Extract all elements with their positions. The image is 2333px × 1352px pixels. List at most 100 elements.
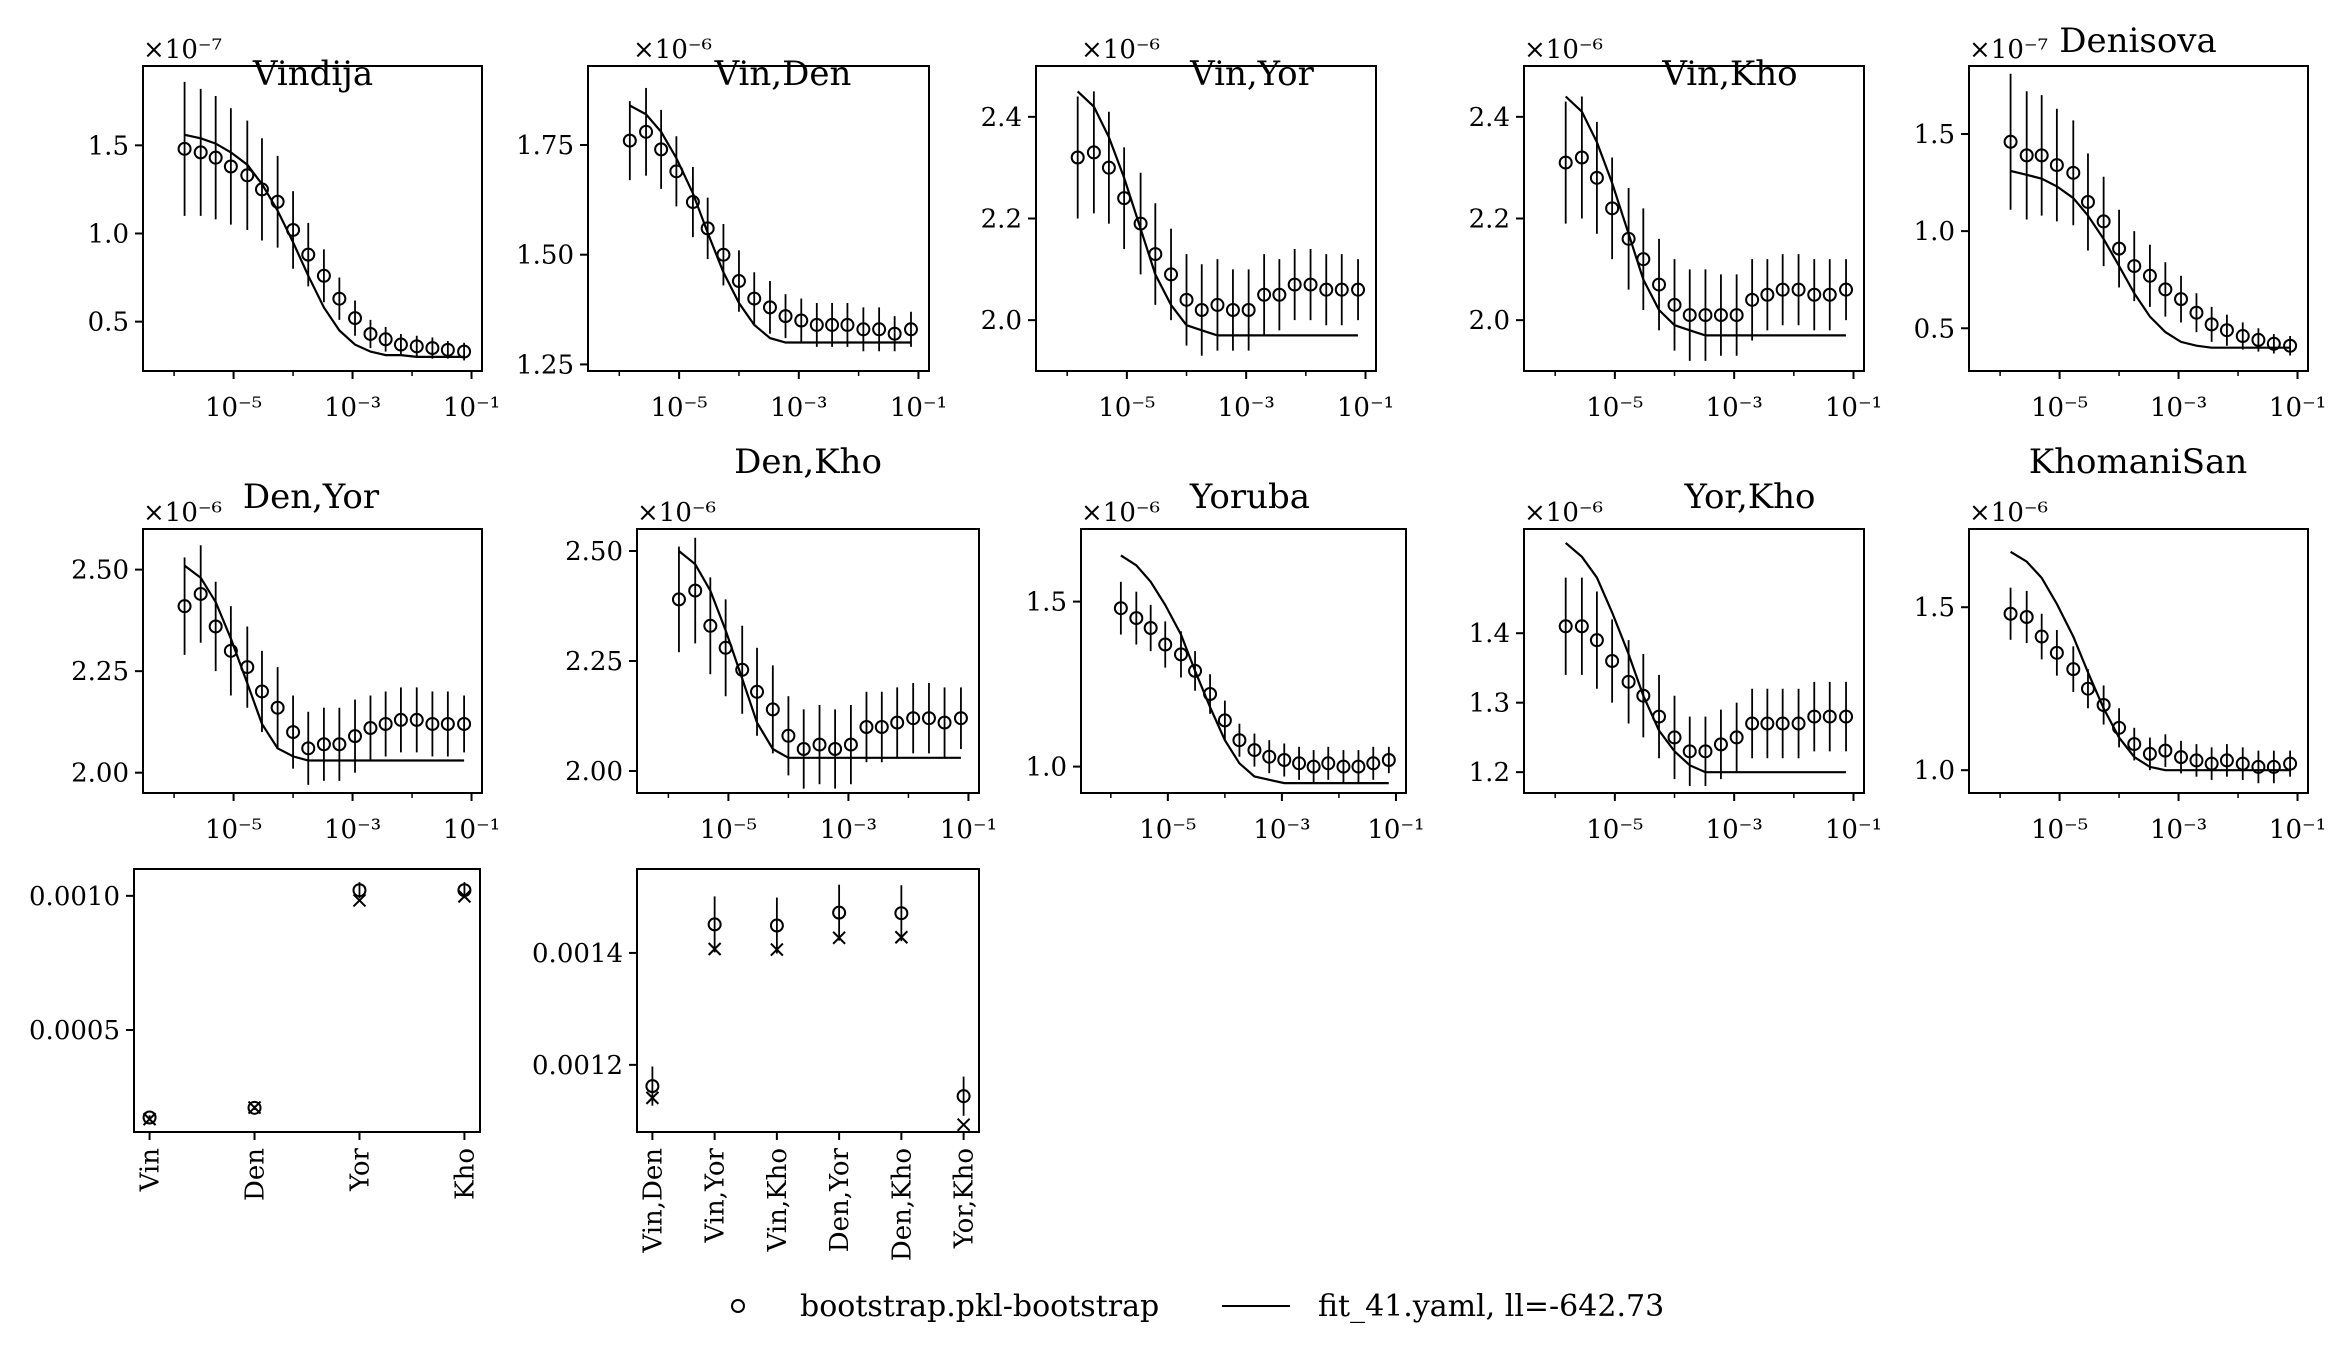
data-point xyxy=(142,1110,157,1125)
data-point xyxy=(856,322,871,337)
data-point xyxy=(671,592,686,607)
x-tick-label: 10⁻¹ xyxy=(890,393,947,423)
data-point xyxy=(781,728,796,743)
data-point xyxy=(1839,282,1854,297)
data-point xyxy=(707,917,722,932)
x-tick-label: 10⁻⁵ xyxy=(651,393,708,423)
fit-x-marker xyxy=(894,930,909,944)
x-tick-label: 10⁻⁵ xyxy=(1139,815,1196,845)
data-point xyxy=(457,716,472,731)
data-point xyxy=(1621,231,1636,246)
y-tick-label: 2.50 xyxy=(565,537,623,567)
scale-label: ×10⁻⁶ xyxy=(1081,35,1160,65)
panel-8: 1.2 1.3 1.4 10⁻⁵ 10⁻³ 10⁻¹ Yor,Kho ×10⁻⁶ xyxy=(1469,477,1882,845)
data-point xyxy=(1129,611,1144,626)
y-tick-label: 2.2 xyxy=(981,205,1022,235)
x-tick-label: Yor,Kho xyxy=(950,1148,980,1249)
data-point xyxy=(363,326,378,341)
data-point xyxy=(716,247,731,262)
x-tick-label: 10⁻⁵ xyxy=(2031,815,2088,845)
data-point xyxy=(1589,633,1604,648)
data-point xyxy=(352,883,367,898)
data-point xyxy=(193,145,208,160)
data-point xyxy=(1158,637,1173,652)
data-point xyxy=(2112,720,2127,735)
x-tick-label: 10⁻¹ xyxy=(1337,393,1394,423)
x-tick-label: 10⁻⁵ xyxy=(205,815,262,845)
data-point xyxy=(1086,145,1101,160)
fit-x-marker xyxy=(707,942,722,956)
data-point xyxy=(223,643,238,658)
fit-x-marker xyxy=(352,893,367,908)
data-point xyxy=(769,918,784,933)
x-tick-label: 10⁻³ xyxy=(324,815,381,845)
fit-x-marker xyxy=(956,1118,971,1132)
axes-frame xyxy=(1968,528,2309,794)
x-tick-label: 10⁻³ xyxy=(770,393,827,423)
panel-7: 1.0 1.5 10⁻⁵ 10⁻³ 10⁻¹ Yoruba ×10⁻⁶ xyxy=(1026,477,1425,845)
axes-frame xyxy=(1523,528,1865,794)
panel-title: KhomaniSan xyxy=(2029,442,2248,482)
data-point xyxy=(1760,716,1775,731)
data-point xyxy=(2049,645,2064,660)
panel-title: Vin,Den xyxy=(714,54,852,94)
data-point xyxy=(1272,287,1287,302)
data-point xyxy=(1775,716,1790,731)
y-tick-label: 1.5 xyxy=(1026,588,1067,618)
data-point xyxy=(301,247,316,262)
data-point xyxy=(1351,282,1366,297)
data-point xyxy=(1636,252,1651,267)
data-point xyxy=(1303,277,1318,292)
data-point xyxy=(903,322,918,337)
panel-1: 1.25 1.50 1.75 10⁻⁵ 10⁻³ 10⁻¹ Vin,Den×10⁻⁶ xyxy=(516,35,947,423)
data-point xyxy=(1652,277,1667,292)
data-point xyxy=(177,141,192,156)
panels-group: 0.5 1.0 1.5 10⁻⁵ 10⁻³ 10⁻¹ Vindija ×10⁻⁷ 1.25 1.5… xyxy=(29,21,2326,1261)
y-tick-label: 2.4 xyxy=(981,103,1022,133)
y-tick-label: 2.25 xyxy=(565,647,623,677)
data-point xyxy=(286,222,301,237)
data-point xyxy=(718,640,733,655)
data-point xyxy=(685,195,700,210)
data-point xyxy=(240,168,255,183)
x-tick-label: 10⁻³ xyxy=(820,815,877,845)
axes-frame xyxy=(587,65,930,372)
data-point xyxy=(1652,709,1667,724)
data-point xyxy=(794,313,809,328)
x-tick-label: 10⁻¹ xyxy=(1825,393,1882,423)
y-tick-label: 1.5 xyxy=(1914,120,1955,150)
data-point xyxy=(1334,282,1349,297)
data-point xyxy=(223,159,238,174)
data-point xyxy=(2283,338,2298,353)
data-point xyxy=(859,720,874,734)
scale-label: ×10⁻⁷ xyxy=(143,35,222,65)
data-point xyxy=(1203,687,1218,701)
x-tick-label: 10⁻³ xyxy=(1706,815,1763,845)
data-point xyxy=(688,583,703,598)
data-point xyxy=(2219,323,2234,338)
data-point xyxy=(700,221,715,236)
data-point xyxy=(2189,305,2204,320)
data-point xyxy=(332,291,347,306)
data-point xyxy=(1143,621,1158,635)
panel-title: Yor,Kho xyxy=(1683,477,1815,517)
data-point xyxy=(1558,155,1573,170)
fit-x-marker xyxy=(142,1112,157,1126)
data-point xyxy=(1682,308,1697,323)
data-point xyxy=(765,702,780,717)
data-point xyxy=(1188,663,1203,678)
x-tick-label: 10⁻⁵ xyxy=(700,815,757,845)
data-point xyxy=(1117,191,1132,206)
data-point xyxy=(1257,287,1272,302)
data-point xyxy=(1351,759,1366,774)
data-point xyxy=(425,341,440,356)
y-tick-label: 1.0 xyxy=(88,219,129,249)
x-tick-label: Kho xyxy=(450,1148,480,1200)
data-point xyxy=(890,715,905,730)
data-point xyxy=(828,742,843,756)
data-point xyxy=(2174,750,2189,765)
data-point xyxy=(1636,688,1651,703)
x-tick-label: Vin,Kho xyxy=(763,1148,793,1252)
data-point xyxy=(316,737,331,752)
